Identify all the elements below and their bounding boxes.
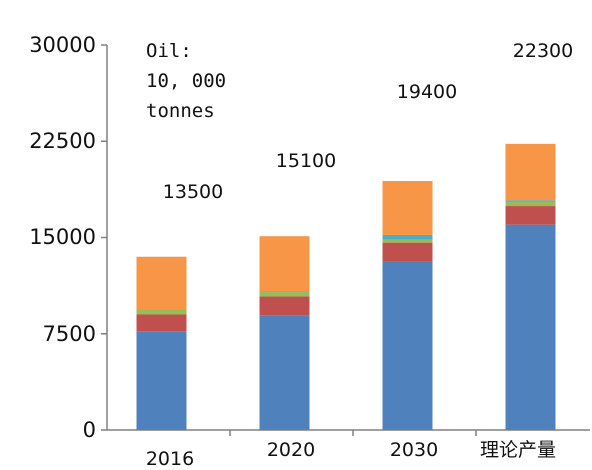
bar-total-label: 22300: [513, 40, 573, 62]
y-tick-label: 7500: [43, 322, 96, 346]
bar-segment: [136, 256, 187, 311]
bar-segment: [382, 261, 433, 430]
bar-segment: [259, 291, 310, 293]
unit-annotation-line: 10, 000: [146, 70, 226, 92]
unit-annotation-line: tonnes: [146, 100, 215, 122]
bar-segment: [505, 200, 556, 202]
x-category-label: 2020: [267, 439, 315, 461]
bar-total-label: 19400: [397, 81, 457, 103]
bar-segment: [505, 201, 556, 207]
bar-segment: [505, 206, 556, 225]
bar-segment: [382, 239, 433, 243]
bar-segment: [136, 314, 187, 332]
y-tick-label: 22500: [29, 129, 96, 153]
bar-segment: [259, 315, 310, 430]
bar-segment: [136, 310, 187, 315]
bar-segment: [505, 224, 556, 430]
bar-segment: [136, 331, 187, 430]
x-category-label: 理论产量: [480, 439, 556, 461]
bar-series-layer: [136, 143, 556, 430]
y-tick-label: 0: [83, 418, 96, 442]
bar-segment: [382, 242, 433, 262]
bar-segment: [259, 292, 310, 297]
bar-segment: [505, 143, 556, 201]
bar-segment: [382, 234, 433, 240]
bar-segment: [259, 236, 310, 292]
x-category-label: 2016: [146, 448, 194, 470]
y-tick-label: 30000: [29, 33, 96, 57]
bar-segment: [259, 296, 310, 316]
bar-segment: [382, 181, 433, 235]
bar-total-label: 15100: [276, 150, 336, 172]
unit-annotation-line: Oil:: [146, 40, 192, 62]
x-category-label: 2030: [390, 439, 438, 461]
y-tick-label: 15000: [29, 225, 96, 249]
y-tick-marks: [101, 44, 107, 431]
bar-total-label: 13500: [163, 181, 223, 203]
x-tick-marks: [229, 430, 477, 436]
